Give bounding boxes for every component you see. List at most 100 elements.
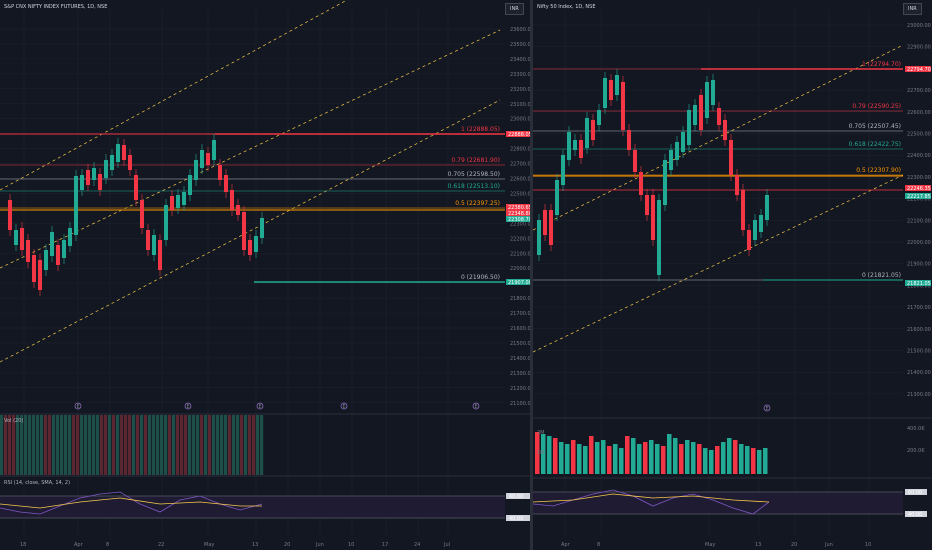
right-volume-bar — [553, 438, 558, 474]
left-volume-bar — [232, 415, 235, 475]
left-candle — [44, 250, 48, 270]
left-price-tick: 23600.00 — [510, 27, 530, 33]
left-chart-canvas[interactable]: 23600.00 23500.00 23400.00 23300.00 23200.00… — [0, 0, 530, 550]
left-volume-bar — [184, 415, 187, 475]
left-candle — [38, 260, 42, 290]
right-candle — [591, 120, 595, 140]
left-candle — [104, 160, 108, 178]
left-price-tick: 21600.00 — [510, 326, 530, 332]
right-volume-bar — [631, 438, 636, 474]
left-volume-bar — [124, 415, 127, 475]
left-chart-panel[interactable]: 23600.00 23500.00 23400.00 23300.00 23200.00… — [0, 0, 530, 550]
right-chart-canvas[interactable]: 23000.0022900.0022800.0022700.0022600.00… — [533, 0, 932, 550]
left-rsi-label[interactable]: RSI (14, close, SMA, 14, 2) — [4, 480, 70, 486]
right-candle — [621, 82, 625, 130]
right-date-tick: 20 — [791, 542, 797, 548]
right-fib-label: 1 (22794.70) — [862, 61, 901, 68]
right-candle — [579, 140, 583, 158]
left-currency-button[interactable]: INR — [505, 3, 524, 15]
right-event-letter: E — [766, 406, 769, 412]
right-vol-tick: 400.0K — [907, 426, 925, 432]
left-volume-bar — [260, 415, 263, 475]
left-volume-bar — [192, 415, 195, 475]
left-price-tick: 21200.00 — [510, 386, 530, 392]
left-date-tick: 10 — [348, 542, 354, 548]
right-candle — [753, 220, 757, 240]
right-candle — [549, 210, 553, 245]
left-volume-bar — [40, 415, 43, 475]
right-candle — [669, 150, 673, 170]
left-event-letter: E — [343, 404, 346, 410]
left-price-tick: 23300.00 — [510, 72, 530, 78]
left-volume-bar — [208, 415, 211, 475]
right-price-tick: 22600.00 — [907, 110, 931, 116]
left-volume-bar — [228, 415, 231, 475]
right-vol-scale: 2M — [537, 430, 545, 436]
right-candle — [717, 108, 721, 125]
left-candle — [164, 205, 168, 240]
left-candle — [152, 235, 156, 255]
right-candle — [657, 200, 661, 275]
right-price-tick: 22900.00 — [907, 45, 931, 51]
left-volume-bar — [60, 415, 63, 475]
right-volume-bar — [601, 440, 606, 474]
right-volume-bar — [661, 446, 666, 474]
right-candle — [693, 105, 697, 125]
left-volume-bar — [68, 415, 71, 475]
right-volume-bar — [637, 444, 642, 474]
right-fib-label: 0.618 (22422.75) — [849, 141, 901, 148]
right-date-tick: 10 — [865, 542, 871, 548]
right-volume-bar — [655, 444, 660, 474]
right-date-tick: Apr — [561, 542, 571, 548]
right-volume-bar — [703, 448, 708, 474]
right-volume-bar — [727, 438, 732, 474]
right-candle — [597, 110, 601, 125]
right-volume-bar — [679, 444, 684, 474]
left-volume-bar — [88, 415, 91, 475]
right-candle — [711, 80, 715, 105]
right-candle — [555, 180, 559, 215]
left-volume-bar — [108, 415, 111, 475]
left-candle — [26, 240, 30, 262]
left-price-tag: 22888.05 — [508, 132, 530, 138]
right-date-tick: Jun — [824, 542, 833, 548]
right-candle — [663, 160, 667, 205]
left-volume-bar — [116, 415, 119, 475]
left-event-letter: E — [475, 404, 478, 410]
left-price-tag: 21907.00 — [508, 280, 530, 286]
right-volume-bar — [733, 440, 738, 474]
left-rsi-tag: 40.00 — [509, 516, 523, 522]
right-candle — [681, 132, 685, 152]
left-price-tick: 23400.00 — [510, 57, 530, 63]
right-candle — [765, 195, 769, 220]
right-volume-bar — [643, 442, 648, 474]
left-volume-bar — [160, 415, 163, 475]
right-price-tick: 21900.00 — [907, 262, 931, 268]
left-candle — [212, 140, 216, 160]
left-volume-bar — [140, 415, 143, 475]
left-volume-bar — [212, 415, 215, 475]
right-volume-bar — [763, 448, 768, 474]
right-volume-bar — [739, 444, 744, 474]
right-currency-button[interactable]: INR — [903, 3, 922, 15]
left-date-tick: May — [204, 542, 214, 548]
left-candle — [254, 236, 258, 252]
right-volume-bar — [559, 442, 564, 474]
right-chart-panel[interactable]: 23000.0022900.0022800.0022700.0022600.00… — [533, 0, 932, 550]
left-chart-title: S&P CNX NIFTY INDEX FUTURES, 1D, NSE — [4, 4, 107, 10]
left-volume-bar — [52, 415, 55, 475]
right-volume-bar — [625, 436, 630, 474]
left-fib-label: 0.705 (22598.50) — [448, 171, 500, 178]
right-volume-bar — [607, 446, 612, 474]
left-candle — [176, 195, 180, 208]
left-volume-label[interactable]: Vol (20) — [4, 418, 23, 424]
left-price-tick: 21300.00 — [510, 371, 530, 377]
left-candle — [14, 230, 18, 245]
right-vol-tick: 200.0K — [907, 448, 925, 454]
right-date-tick: May — [705, 542, 715, 548]
right-candle — [729, 140, 733, 175]
right-price-tag: 22246.35 — [907, 186, 931, 192]
left-candle — [134, 175, 138, 200]
left-fib-label: 0.618 (22513.10) — [448, 183, 500, 190]
left-candle — [68, 228, 72, 246]
